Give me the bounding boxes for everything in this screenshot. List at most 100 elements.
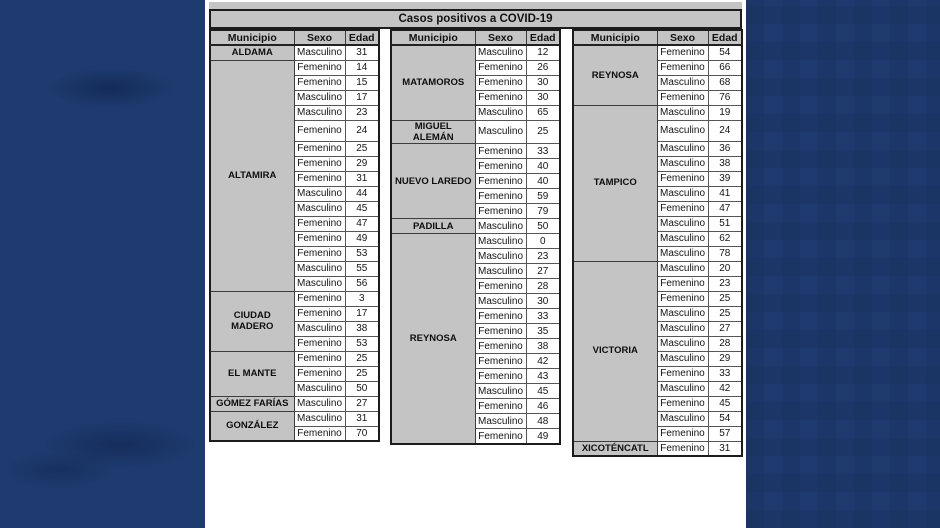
sex-cell: Masculino xyxy=(293,260,346,277)
table-row: GONZÁLEZ Masculino 31 xyxy=(209,410,380,442)
sex-cell: Femenino xyxy=(474,398,527,415)
sex-cell: Femenino xyxy=(656,89,709,106)
municipality-cell-reynosa: REYNOSA xyxy=(572,44,658,106)
age-cell: 25 xyxy=(344,350,380,367)
sex-cell: Femenino xyxy=(293,335,346,352)
table-row: Masculino 27 xyxy=(391,263,561,280)
table-panel: Casos positivos a COVID-19 Municipio Sexo… xyxy=(205,0,746,528)
sex-cell: Femenino xyxy=(474,89,527,106)
age-cell: 24 xyxy=(707,119,743,142)
table-row: Femenino 15 xyxy=(210,74,380,91)
table-row: MIGUEL ALEMÁN Masculino 25 xyxy=(390,119,561,145)
age-cell: 19 xyxy=(707,104,743,121)
table-row: Femenino 47 xyxy=(210,215,380,232)
table-row: Femenino 31 xyxy=(210,170,380,187)
age-cell: 14 xyxy=(344,59,380,76)
age-cell: 43 xyxy=(525,368,561,385)
municipality-cell-tampico: TAMPICO xyxy=(572,104,658,262)
table-row: Femenino 43 xyxy=(391,368,561,385)
age-cell: 17 xyxy=(344,305,380,322)
sex-cell: Masculino xyxy=(474,293,527,310)
age-cell: 46 xyxy=(525,398,561,415)
sex-cell: Femenino xyxy=(293,74,346,91)
table-row: Femenino 29 xyxy=(210,155,380,172)
sex-cell: Masculino xyxy=(474,104,527,121)
sex-cell: Femenino xyxy=(656,395,709,412)
age-cell: 23 xyxy=(344,104,380,121)
age-cell: 55 xyxy=(344,260,380,277)
sex-cell: Masculino xyxy=(474,119,527,145)
municipality-cell-victoria: VICTORIA xyxy=(572,260,658,442)
age-cell: 29 xyxy=(344,155,380,172)
sex-cell: Masculino xyxy=(293,320,346,337)
sex-cell: Femenino xyxy=(474,308,527,325)
age-cell: 40 xyxy=(525,173,561,190)
municipality-cell-aldama: ALDAMA xyxy=(209,44,295,61)
age-cell: 27 xyxy=(525,263,561,280)
sex-cell: Femenino xyxy=(474,158,527,175)
column-header-municipio: Municipio xyxy=(209,29,295,46)
table-row: EL MANTE Femenino 25 xyxy=(209,350,380,397)
table-row: Masculino 62 xyxy=(573,230,743,247)
sex-cell: Femenino xyxy=(656,275,709,292)
table-row: Femenino 33 xyxy=(573,365,743,382)
table-row: ALDAMA Masculino 31 xyxy=(209,44,380,61)
column-header-sexo: Sexo xyxy=(474,29,527,46)
municipality-cell-reynosa: REYNOSA xyxy=(390,233,476,445)
age-cell: 30 xyxy=(525,293,561,310)
sex-cell: Femenino xyxy=(656,44,709,61)
table-row: Femenino 49 xyxy=(391,428,561,445)
sex-cell: Masculino xyxy=(656,119,709,142)
age-cell: 23 xyxy=(525,248,561,265)
background-left-decoration xyxy=(0,0,205,528)
table-row: Femenino 45 xyxy=(573,395,743,412)
age-cell: 38 xyxy=(707,155,743,172)
table-row: Femenino 76 xyxy=(573,89,743,106)
sex-cell: Masculino xyxy=(656,155,709,172)
column-header-edad: Edad xyxy=(525,29,561,46)
sex-cell: Femenino xyxy=(474,353,527,370)
table-row: XICOTÉNCATL Femenino 31 xyxy=(572,440,743,457)
table-row: Masculino 23 xyxy=(391,248,561,265)
sex-cell: Femenino xyxy=(293,59,346,76)
sex-cell: Femenino xyxy=(474,368,527,385)
sex-cell: Femenino xyxy=(293,170,346,187)
background-right-decoration xyxy=(746,0,940,528)
sex-cell: Masculino xyxy=(474,44,527,61)
age-cell: 49 xyxy=(344,230,380,247)
sex-cell: Masculino xyxy=(656,335,709,352)
municipality-cell-ciudadmadero: CIUDAD MADERO xyxy=(209,290,295,352)
column-header-sexo: Sexo xyxy=(293,29,346,46)
table-row: Masculino 38 xyxy=(573,155,743,172)
table-row: Femenino 70 xyxy=(210,425,380,442)
age-cell: 53 xyxy=(344,335,380,352)
sex-cell: Femenino xyxy=(474,323,527,340)
sex-cell: Masculino xyxy=(474,233,527,250)
age-cell: 53 xyxy=(344,245,380,262)
age-cell: 40 xyxy=(525,158,561,175)
table-row: Masculino 44 xyxy=(210,185,380,202)
age-cell: 48 xyxy=(525,413,561,430)
cases-table-group-1: Municipio Sexo Edad ALDAMA Masculino 31 ALTAMI… xyxy=(209,29,380,442)
table-row: Masculino 68 xyxy=(573,74,743,91)
sex-cell: Masculino xyxy=(656,320,709,337)
age-cell: 36 xyxy=(707,140,743,157)
table-row: Femenino 25 xyxy=(210,140,380,157)
table-row: GÓMEZ FARÍAS Masculino 27 xyxy=(209,395,380,412)
municipality-cell-padilla: PADILLA xyxy=(390,218,476,235)
sex-cell: Femenino xyxy=(293,290,346,307)
age-cell: 30 xyxy=(525,74,561,91)
table-row: NUEVO LAREDO Femenino 33 xyxy=(390,143,561,220)
column-header-municipio: Municipio xyxy=(572,29,658,46)
table-row: CIUDAD MADERO Femenino 3 xyxy=(209,290,380,352)
sex-cell: Femenino xyxy=(474,278,527,295)
column-header-municipio: Municipio xyxy=(390,29,476,46)
age-cell: 56 xyxy=(344,275,380,292)
sex-cell: Masculino xyxy=(474,248,527,265)
age-cell: 27 xyxy=(344,395,380,412)
table-row: MATAMOROS Masculino 12 xyxy=(390,44,561,121)
table-row: Femenino 26 xyxy=(391,59,561,76)
table-row: Femenino 53 xyxy=(210,245,380,262)
age-cell: 45 xyxy=(707,395,743,412)
